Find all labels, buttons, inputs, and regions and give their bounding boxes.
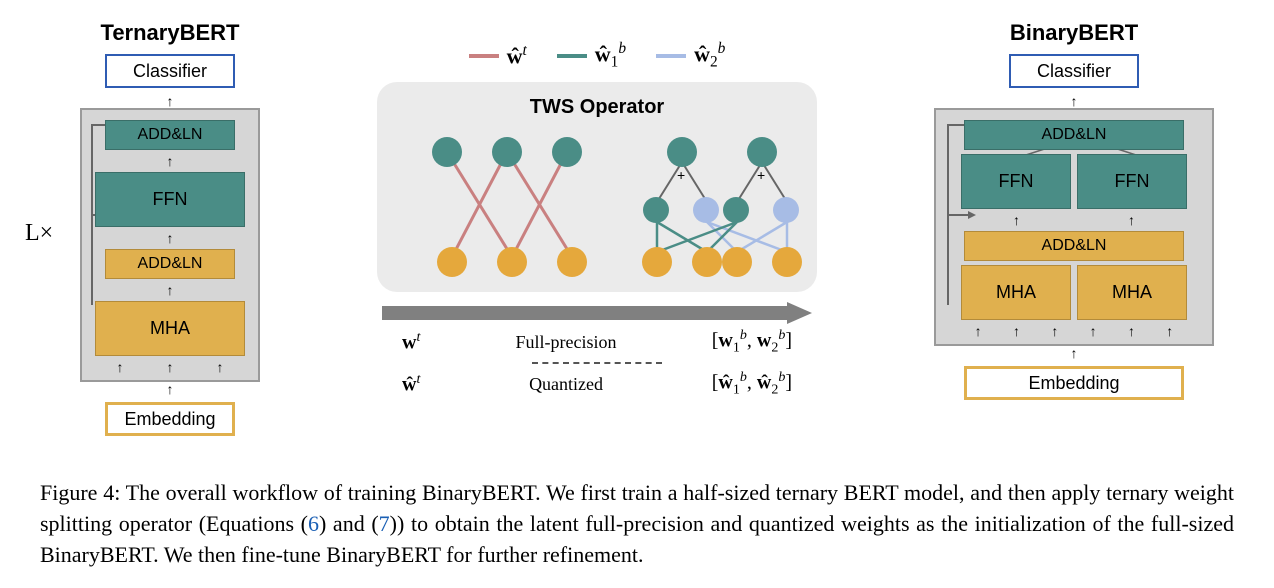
node-orange-icon <box>497 247 527 277</box>
big-arrow-icon <box>382 302 812 320</box>
wb-pair-full: [w1b, w2b] <box>712 328 792 357</box>
node-blue-sm-icon <box>693 197 719 223</box>
tws-column: ŵt ŵ1b ŵ2b TWS Operator <box>357 20 837 399</box>
up-arrow-icon: ↑ <box>167 382 174 396</box>
ternary-bert-column: L× TernaryBERT Classifier ↑ ADD&LN ↑ FFN… <box>80 20 260 436</box>
node-orange-icon <box>692 247 722 277</box>
legend-wt-label: ŵt <box>507 42 527 69</box>
svg-text:+: + <box>677 167 685 183</box>
dashed-separator-icon <box>532 362 662 364</box>
classifier-box: Classifier <box>1009 54 1139 88</box>
legend-wb1-label: ŵ1b <box>595 40 626 72</box>
wt-full-label: wt <box>402 330 420 355</box>
legend-line-icon <box>557 54 587 58</box>
ffn-double-row: FFN FFN <box>944 154 1204 209</box>
addln-box-bottom: ADD&LN <box>964 231 1184 261</box>
mha-box-2: MHA <box>1077 265 1187 320</box>
figure-caption: Figure 4: The overall workflow of traini… <box>40 478 1234 570</box>
up-arrow-icon: ↑ <box>90 231 250 245</box>
node-orange-icon <box>642 247 672 277</box>
up-arrow-icon: ↑ <box>167 94 174 108</box>
node-orange-icon <box>437 247 467 277</box>
caption-link-7[interactable]: 7 <box>379 511 390 536</box>
lx-label: L× <box>25 220 53 247</box>
binary-bert-column: BinaryBERT Classifier ↑ ADD&LN FFN FFN ↑… <box>934 20 1214 400</box>
ffn-box: FFN <box>95 172 245 227</box>
double-up-arrows-icon: ↑↑ <box>959 213 1189 227</box>
up-arrow-icon: ↑ <box>90 154 250 168</box>
ternary-stack: ADD&LN ↑ FFN ↑ ADD&LN ↑ MHA ↑↑↑ <box>80 108 260 382</box>
mha-box: MHA <box>95 301 245 356</box>
wt-hat-label: ŵt <box>402 372 420 397</box>
ffn-box-2: FFN <box>1077 154 1187 209</box>
addln-box-top: ADD&LN <box>964 120 1184 150</box>
binary-stack-box: ADD&LN FFN FFN ↑↑ ADD&LN MHA MHA ↑↑↑ ↑↑↑ <box>934 108 1214 346</box>
legend-wt: ŵt <box>469 42 527 69</box>
addln-box-bottom: ADD&LN <box>105 249 235 279</box>
node-teal-icon <box>492 137 522 167</box>
embedding-box: Embedding <box>964 366 1184 400</box>
node-blue-sm-icon <box>773 197 799 223</box>
node-orange-icon <box>557 247 587 277</box>
classifier-box: Classifier <box>105 54 235 88</box>
figure-container: L× TernaryBERT Classifier ↑ ADD&LN ↑ FFN… <box>40 20 1234 460</box>
wb-pair-hat: [ŵ1b, ŵ2b] <box>712 370 792 399</box>
up-arrow-icon: ↑ <box>1071 94 1078 108</box>
node-teal-icon <box>552 137 582 167</box>
node-teal-icon <box>432 137 462 167</box>
up-arrow-icon: ↑ <box>1071 346 1078 360</box>
ffn-box-1: FFN <box>961 154 1071 209</box>
node-orange-icon <box>722 247 752 277</box>
legend-line-icon <box>656 54 686 58</box>
caption-mid1: ) and ( <box>319 511 379 536</box>
mha-double-row: MHA MHA <box>944 265 1204 320</box>
node-teal-icon <box>667 137 697 167</box>
legend-wb2-label: ŵ2b <box>694 40 725 72</box>
svg-text:+: + <box>757 167 765 183</box>
quantized-label: Quantized <box>529 374 603 395</box>
legend-wb2: ŵ2b <box>656 40 725 72</box>
legend-row: ŵt ŵ1b ŵ2b <box>469 40 726 72</box>
full-precision-label: Full-precision <box>516 332 617 353</box>
node-teal-icon <box>747 137 777 167</box>
up-arrow-icon: ↑ <box>90 283 250 297</box>
ternary-title: TernaryBERT <box>101 20 240 46</box>
legend-wb1: ŵ1b <box>557 40 626 72</box>
mha-box-1: MHA <box>961 265 1071 320</box>
triple-arrows-icon: ↑↑↑ <box>95 360 245 374</box>
node-teal-sm-icon <box>643 197 669 223</box>
node-orange-icon <box>772 247 802 277</box>
embedding-box: Embedding <box>105 402 235 436</box>
node-teal-sm-icon <box>723 197 749 223</box>
legend-line-icon <box>469 54 499 58</box>
six-arrows-icon: ↑↑↑ ↑↑↑ <box>959 324 1189 338</box>
binary-title: BinaryBERT <box>1010 20 1138 46</box>
caption-link-6[interactable]: 6 <box>308 511 319 536</box>
precision-labels: wt Full-precision [w1b, w2b] ŵt Quantize… <box>377 328 817 399</box>
tws-panel: TWS Operator + + <box>377 82 817 292</box>
addln-box-top: ADD&LN <box>105 120 235 150</box>
